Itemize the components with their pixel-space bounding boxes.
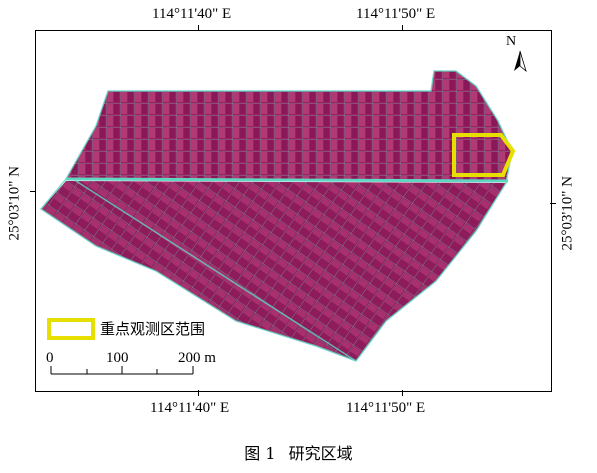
key-observation-zone — [452, 133, 516, 177]
coord-label-bottom-left: 114°11'40" E — [150, 400, 230, 416]
central-road — [65, 177, 509, 183]
tick-right — [550, 203, 556, 204]
coord-label-left: 25°03'10" N — [6, 166, 23, 241]
lower-field-area — [41, 181, 506, 361]
scale-label-0: 0 — [46, 350, 54, 366]
scale-label-200: 200 m — [178, 350, 216, 366]
figure-title: 研究区域 — [288, 444, 353, 463]
diagonal-road — [75, 180, 357, 362]
map-frame — [35, 30, 552, 392]
coord-label-top-left: 114°11'40" E — [152, 6, 232, 22]
tick-top-left — [198, 25, 199, 31]
scale-bar — [50, 366, 194, 375]
tick-top-right — [402, 25, 403, 31]
figure-caption: 图 1 研究区域 — [0, 440, 597, 464]
figure-number: 图 1 — [244, 444, 276, 463]
tick-left — [30, 191, 36, 192]
north-arrow-icon — [514, 50, 527, 73]
coord-label-bottom-right: 114°11'50" E — [346, 400, 426, 416]
scale-label-100: 100 — [106, 350, 129, 366]
north-label: N — [506, 34, 517, 49]
tick-bottom-left — [198, 390, 199, 396]
coord-label-right: 25°03'10" N — [559, 176, 576, 251]
coord-label-top-right: 114°11'50" E — [356, 6, 436, 22]
study-area-image — [39, 50, 527, 375]
upper-field-strip — [66, 71, 512, 181]
legend-label: 重点观测区范围 — [100, 320, 206, 338]
tick-bottom-right — [402, 390, 403, 396]
legend-swatch — [47, 318, 95, 340]
